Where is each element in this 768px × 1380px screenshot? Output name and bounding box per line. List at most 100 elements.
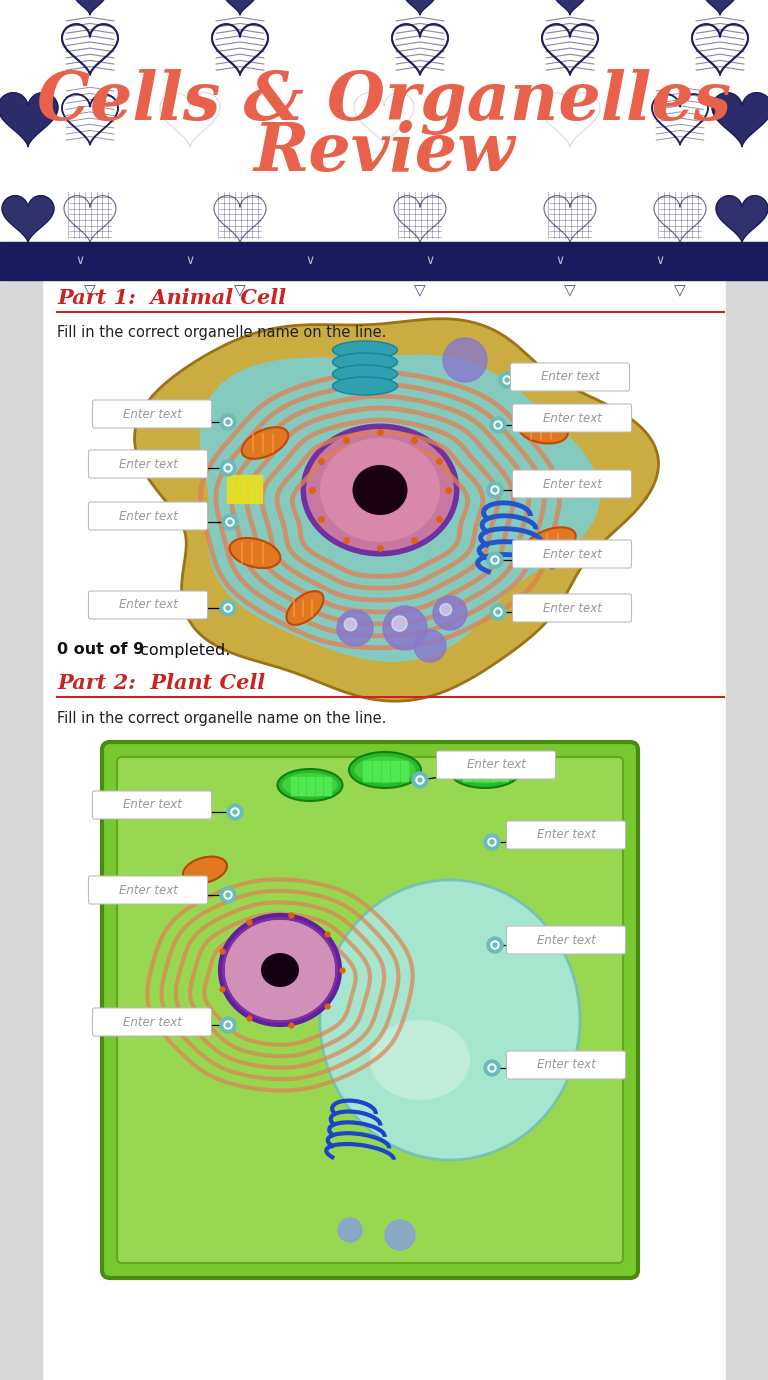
Circle shape [220,1017,236,1034]
Circle shape [412,771,428,788]
FancyBboxPatch shape [92,1007,211,1036]
Ellipse shape [277,769,343,800]
Polygon shape [224,0,256,15]
Ellipse shape [455,756,515,784]
Polygon shape [0,92,58,146]
Circle shape [224,604,232,611]
Circle shape [227,805,243,820]
Text: Enter text: Enter text [118,509,177,523]
Circle shape [503,375,511,384]
Circle shape [499,373,515,388]
Ellipse shape [230,538,280,569]
Circle shape [226,420,230,424]
Text: Part 1:  Animal Cell: Part 1: Animal Cell [57,288,286,308]
Text: ∨: ∨ [555,254,564,268]
Circle shape [491,486,499,494]
Circle shape [493,558,497,562]
Circle shape [488,1064,496,1072]
Text: ∨: ∨ [75,254,84,268]
FancyBboxPatch shape [117,758,623,1263]
Circle shape [222,513,238,530]
Text: Enter text: Enter text [542,548,601,560]
Circle shape [220,460,236,476]
Text: ∨: ∨ [655,254,664,268]
Circle shape [220,887,236,903]
Ellipse shape [320,437,440,542]
Text: ∨: ∨ [185,254,194,268]
Text: Enter text: Enter text [537,828,595,842]
Circle shape [490,604,506,620]
Circle shape [487,552,503,569]
Circle shape [496,610,500,614]
Circle shape [488,838,496,846]
FancyBboxPatch shape [511,363,630,391]
Text: Enter text: Enter text [467,759,525,771]
Circle shape [224,891,232,898]
Text: Fill in the correct organelle name on the line.: Fill in the correct organelle name on th… [57,326,386,341]
Ellipse shape [449,752,521,788]
Circle shape [337,610,373,646]
Ellipse shape [518,417,568,443]
FancyBboxPatch shape [92,791,211,818]
Bar [372,760,380,781]
Polygon shape [704,0,736,15]
Text: Enter text: Enter text [123,407,181,421]
Ellipse shape [320,880,580,1161]
Circle shape [416,776,424,784]
Text: Enter text: Enter text [537,933,595,947]
Ellipse shape [303,426,457,553]
FancyBboxPatch shape [512,540,631,569]
Ellipse shape [242,428,288,458]
Bar [0,280,42,1380]
Circle shape [224,464,232,472]
Polygon shape [74,0,106,15]
Text: Enter text: Enter text [542,411,601,425]
FancyBboxPatch shape [88,591,207,620]
FancyBboxPatch shape [507,821,625,849]
Ellipse shape [370,1020,470,1100]
Circle shape [233,810,237,814]
Ellipse shape [223,918,337,1023]
Polygon shape [200,355,599,661]
Circle shape [484,1060,500,1076]
Circle shape [440,603,452,615]
Text: Enter text: Enter text [118,458,177,471]
FancyBboxPatch shape [512,593,631,622]
Text: Enter text: Enter text [123,1016,181,1028]
Ellipse shape [261,954,299,987]
Circle shape [493,943,497,947]
Polygon shape [716,196,768,243]
Bar [324,777,331,795]
Text: ▽: ▽ [674,283,686,298]
Bar [239,475,244,502]
Polygon shape [134,319,658,701]
Text: Enter text: Enter text [542,477,601,490]
Circle shape [490,1065,494,1070]
Circle shape [220,414,236,431]
Circle shape [505,378,509,382]
Circle shape [226,606,230,610]
Bar [251,475,256,502]
Text: Fill in the correct organelle name on the line.: Fill in the correct organelle name on th… [57,711,386,726]
Bar [363,760,371,781]
Circle shape [385,1220,415,1250]
FancyBboxPatch shape [102,742,638,1278]
Circle shape [231,809,239,816]
Circle shape [226,518,234,526]
Circle shape [496,424,500,426]
Text: completed.: completed. [135,643,230,657]
Bar [482,760,489,781]
Circle shape [490,417,506,433]
Circle shape [490,840,494,845]
Text: Enter text: Enter text [118,599,177,611]
Text: ▽: ▽ [84,283,96,298]
Polygon shape [2,196,54,243]
Ellipse shape [333,377,398,395]
Circle shape [494,421,502,429]
Circle shape [224,1021,232,1029]
Text: Enter text: Enter text [541,370,600,384]
Circle shape [493,489,497,493]
Circle shape [344,618,357,631]
Ellipse shape [283,773,338,798]
Ellipse shape [286,591,323,625]
